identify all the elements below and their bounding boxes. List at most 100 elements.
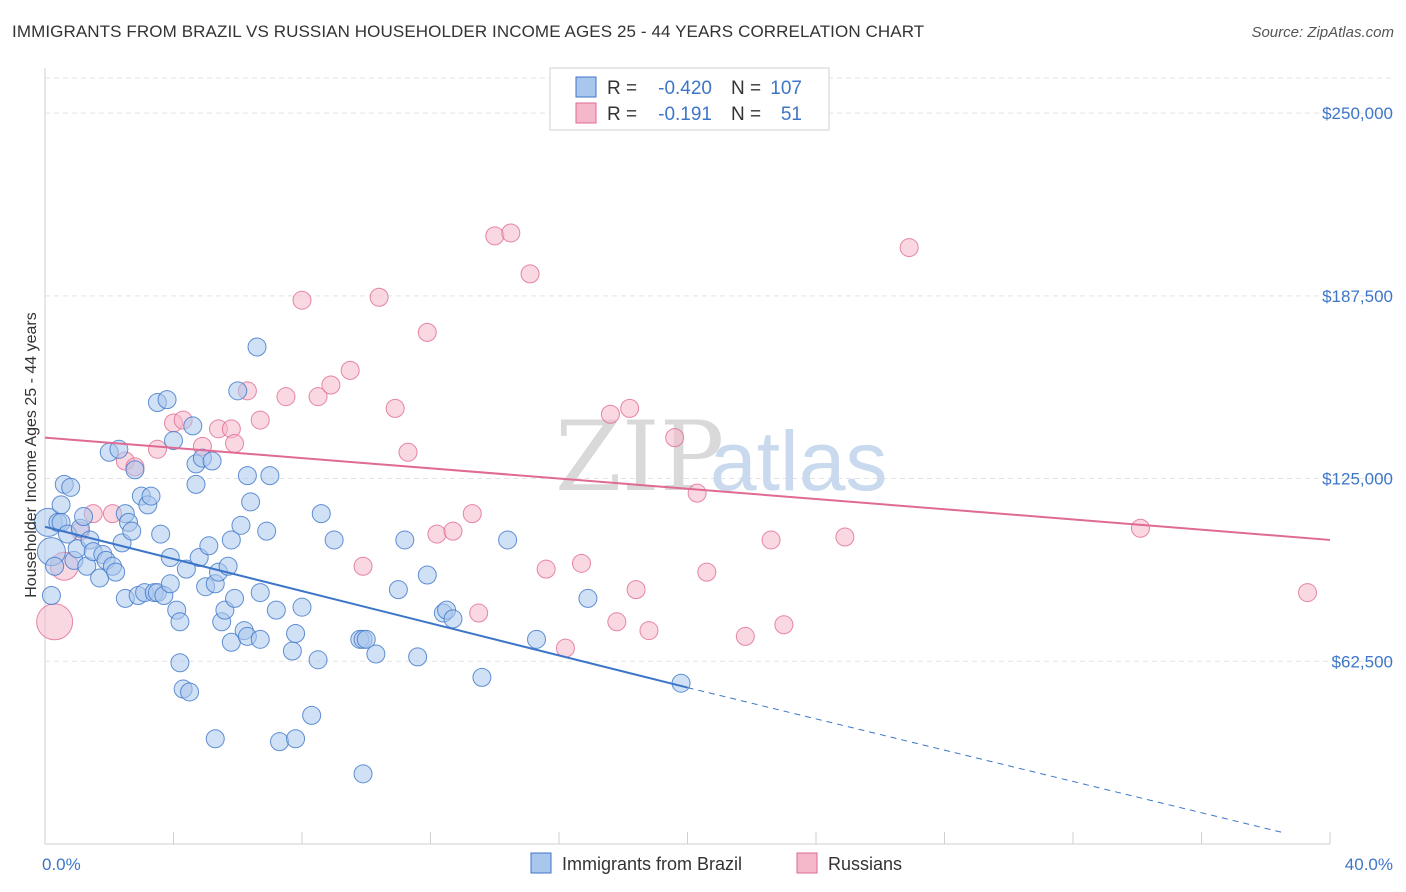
bottom-legend-label-brazil: Immigrants from Brazil xyxy=(562,854,742,874)
legend-n-label-2: N = xyxy=(731,104,761,125)
axes xyxy=(44,68,1331,845)
brazil-point-51 xyxy=(186,474,206,494)
legend-r-value-1: -0.420 xyxy=(658,78,712,99)
russians-point-35 xyxy=(571,553,591,573)
brazil-point-101 xyxy=(498,530,518,550)
russians-point-30 xyxy=(485,226,505,246)
brazil-point-75 xyxy=(250,583,270,603)
brazil-point-85 xyxy=(308,650,328,670)
x-tick-labels: 0.0% 40.0% xyxy=(42,855,1393,874)
brazil-point-45 xyxy=(170,612,190,632)
brazil-point-74 xyxy=(250,629,270,649)
brazil-point-72 xyxy=(241,492,261,512)
brazil-point-5 xyxy=(51,495,71,515)
brazil-point-80 xyxy=(282,641,302,661)
russians-point-18 xyxy=(308,387,328,407)
brazil-point-87 xyxy=(324,530,344,550)
russians-point-27 xyxy=(443,521,463,541)
russians-point-33 xyxy=(536,559,556,579)
russians-point-29 xyxy=(469,603,489,623)
x-tick-label-left: 0.0% xyxy=(42,855,81,874)
russians-point-21 xyxy=(353,556,373,576)
brazil-point-89 xyxy=(353,764,373,784)
brazil-point-82 xyxy=(286,729,306,749)
brazil-point-91 xyxy=(356,629,376,649)
brazil-point-34 xyxy=(141,486,161,506)
brazil-point-42 xyxy=(160,574,180,594)
legend-n-value-2: 51 xyxy=(781,104,802,125)
trend-line-russians xyxy=(44,436,1331,541)
brazil-point-103 xyxy=(578,588,598,608)
legend-n-value-1: 107 xyxy=(770,78,802,99)
brazil-point-29 xyxy=(125,460,145,480)
brazil-point-38 xyxy=(151,524,171,544)
russians-point-43 xyxy=(697,562,717,582)
brazil-point-13 xyxy=(74,507,94,527)
chart-title: IMMIGRANTS FROM BRAZIL VS RUSSIAN HOUSEH… xyxy=(12,22,925,41)
brazil-point-81 xyxy=(286,623,306,643)
legend-r-value-2: -0.191 xyxy=(658,104,712,125)
brazil-point-57 xyxy=(202,451,222,471)
y-tick-label-2: $187,500 xyxy=(1322,287,1393,306)
russians-point-7 xyxy=(147,439,167,459)
brazil-point-67 xyxy=(228,381,248,401)
russians-point-34 xyxy=(555,638,575,658)
brazil-point-84 xyxy=(302,705,322,725)
bottom-legend-label-russians: Russians xyxy=(828,854,902,874)
russians-point-26 xyxy=(427,524,447,544)
brazil-point-102 xyxy=(527,629,547,649)
russians-point-41 xyxy=(665,428,685,448)
series-brazil xyxy=(33,337,691,784)
russians-point-48 xyxy=(899,238,919,258)
brazil-point-43 xyxy=(164,431,183,451)
russians-point-38 xyxy=(607,612,627,632)
brazil-point-3 xyxy=(45,556,65,576)
russians-point-40 xyxy=(639,621,659,641)
brazil-point-22 xyxy=(106,562,126,582)
trend-lines xyxy=(44,436,1331,833)
russians-point-16 xyxy=(276,387,296,407)
russians-point-45 xyxy=(761,530,781,550)
brazil-point-94 xyxy=(395,530,415,550)
legend-n-label-1: N = xyxy=(731,78,761,99)
legend-swatch-blue xyxy=(575,76,597,98)
gridlines xyxy=(45,77,1395,662)
legend-swatch-pink xyxy=(575,102,597,124)
brazil-point-71 xyxy=(237,466,257,486)
brazil-point-100 xyxy=(472,667,492,687)
bottom-legend-swatch-brazil xyxy=(530,852,552,874)
brazil-point-95 xyxy=(408,647,428,667)
y-tick-label-1: $125,000 xyxy=(1322,470,1393,489)
brazil-point-28 xyxy=(122,521,142,541)
brazil-point-68 xyxy=(231,515,251,535)
y-axis-label: Householder Income Ages 25 - 44 years xyxy=(23,312,40,598)
brazil-point-77 xyxy=(260,466,280,486)
brazil-point-48 xyxy=(176,559,196,579)
russians-point-0 xyxy=(36,603,74,641)
legend-box: R = -0.420 N = 107 R = -0.191 N = 51 xyxy=(549,67,830,131)
russians-point-23 xyxy=(385,398,405,418)
brazil-point-78 xyxy=(266,600,286,620)
brazil-point-73 xyxy=(247,337,267,357)
brazil-point-83 xyxy=(292,597,312,617)
brazil-point-86 xyxy=(311,504,331,524)
russians-point-46 xyxy=(774,615,794,635)
russians-point-37 xyxy=(620,398,640,418)
brazil-point-96 xyxy=(417,565,437,585)
brazil-point-76 xyxy=(257,521,277,541)
russians-point-22 xyxy=(369,287,389,307)
brazil-point-92 xyxy=(366,644,386,664)
russians-point-17 xyxy=(292,290,312,310)
brazil-point-99 xyxy=(443,609,463,629)
brazil-point-2 xyxy=(41,585,61,605)
brazil-point-49 xyxy=(180,682,200,702)
brazil-point-64 xyxy=(221,530,241,550)
brazil-point-46 xyxy=(170,653,190,673)
russians-point-44 xyxy=(735,626,755,646)
brazil-point-104 xyxy=(671,673,691,693)
russians-point-42 xyxy=(687,483,707,503)
russians-point-49 xyxy=(1130,518,1150,538)
watermark-atlas: atlas xyxy=(710,414,887,508)
russians-point-32 xyxy=(520,264,540,284)
y-tick-labels: $62,500 $125,000 $187,500 $250,000 xyxy=(1322,104,1393,671)
